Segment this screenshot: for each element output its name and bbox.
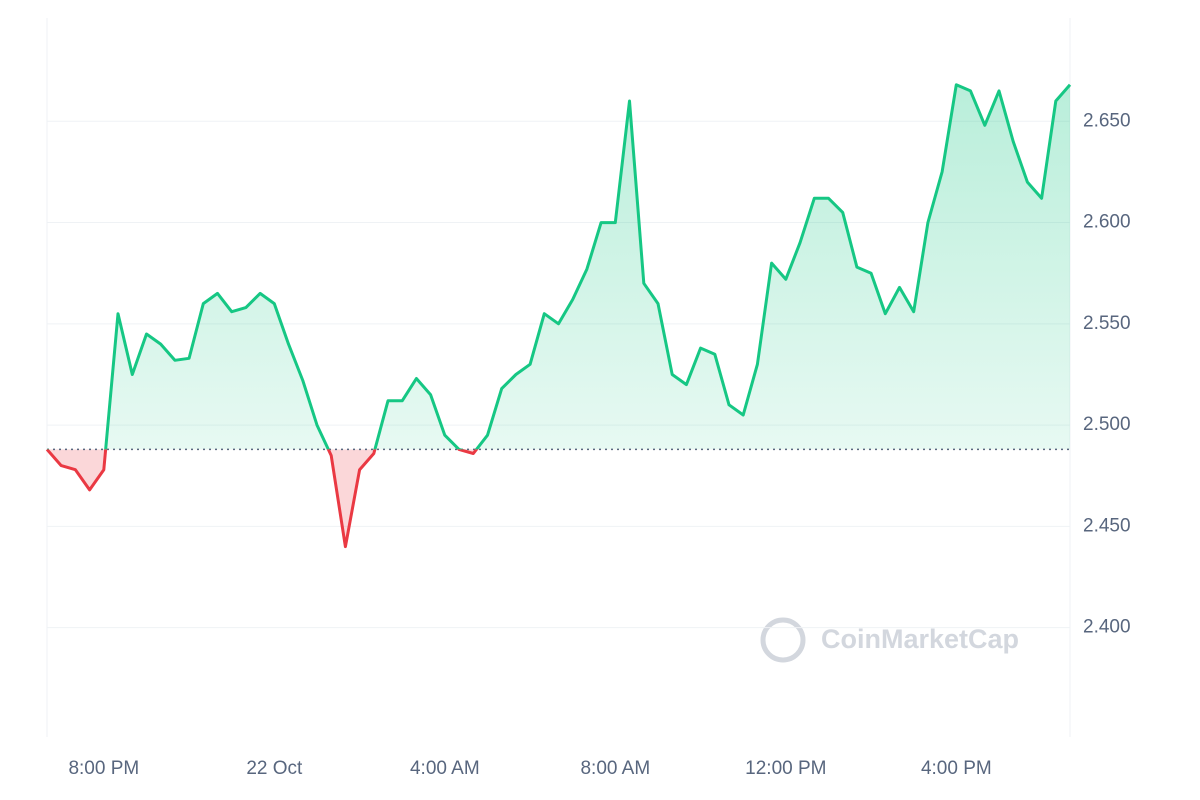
y-tick-label: 2.650 bbox=[1083, 110, 1131, 131]
watermark-text: CoinMarketCap bbox=[821, 624, 1019, 654]
x-tick-label: 8:00 AM bbox=[580, 758, 650, 779]
y-tick-label: 2.450 bbox=[1083, 515, 1131, 536]
x-tick-label: 4:00 PM bbox=[921, 758, 992, 779]
x-tick-label: 22 Oct bbox=[246, 758, 303, 779]
x-tick-label: 8:00 PM bbox=[68, 758, 139, 779]
y-tick-label: 2.500 bbox=[1083, 414, 1131, 435]
x-tick-label: 4:00 AM bbox=[410, 758, 480, 779]
watermark-logo bbox=[760, 617, 806, 663]
x-tick-label: 12:00 PM bbox=[745, 758, 826, 779]
price-line bbox=[47, 83, 1072, 450]
watermark: CoinMarketCap bbox=[760, 617, 1019, 663]
y-tick-label: 2.600 bbox=[1083, 212, 1131, 233]
y-tick-label: 2.400 bbox=[1083, 617, 1131, 638]
y-tick-label: 2.550 bbox=[1083, 313, 1131, 334]
